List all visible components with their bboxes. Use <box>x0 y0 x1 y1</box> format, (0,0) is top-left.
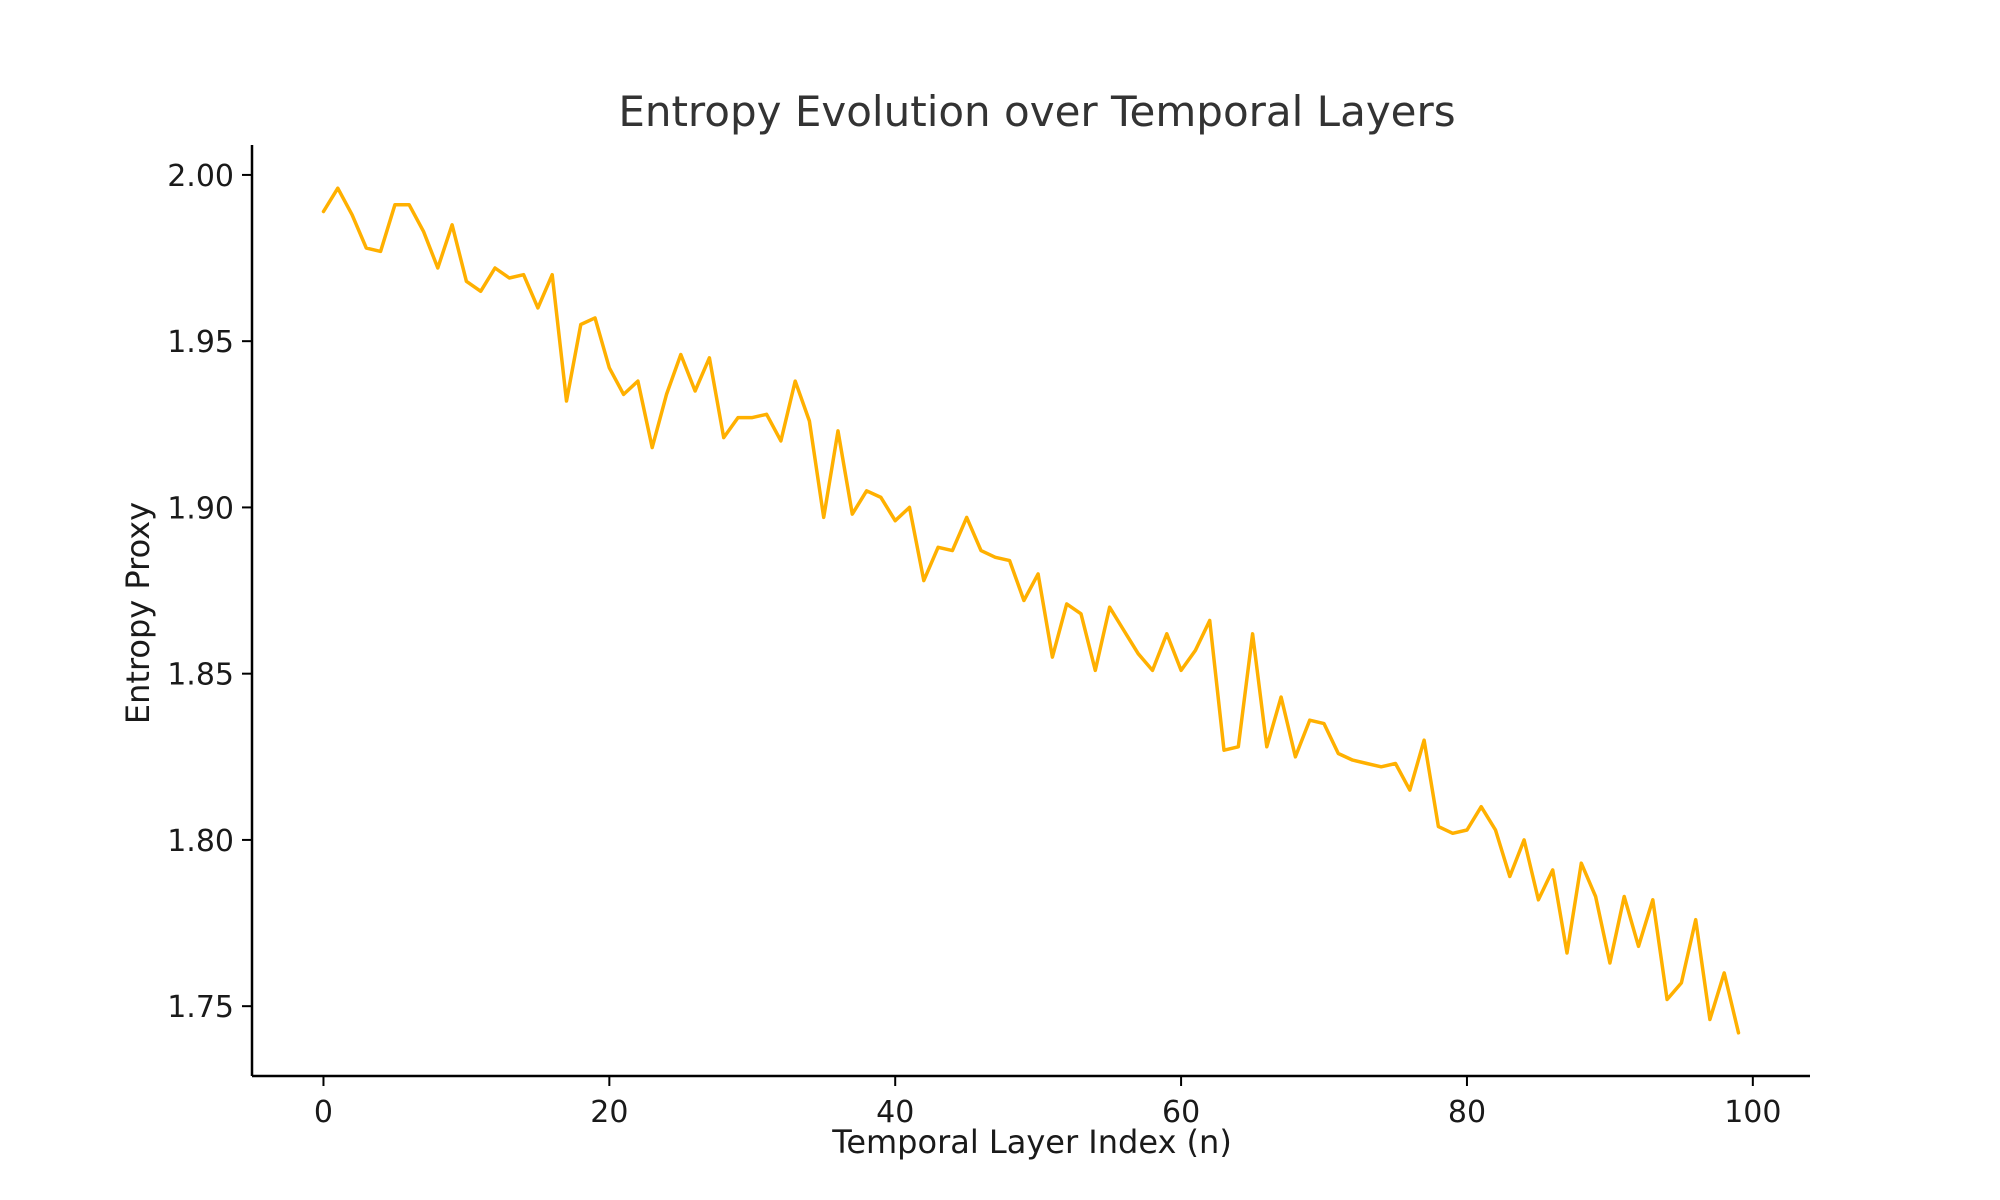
x-tick-label: 0 <box>314 1095 333 1130</box>
y-axis-label: Entropy Proxy <box>119 502 157 724</box>
x-tick-label: 60 <box>1162 1095 1200 1130</box>
y-tick-label: 2.00 <box>167 159 234 194</box>
y-tick-label: 1.95 <box>167 325 234 360</box>
y-tick-label: 1.75 <box>167 990 234 1025</box>
x-axis-label: Temporal Layer Index (n) <box>831 1123 1232 1161</box>
x-tick-label: 80 <box>1448 1095 1486 1130</box>
y-axis-ticks: 1.75 1.80 1.85 1.90 1.95 2.00 <box>167 159 252 1025</box>
y-tick-label: 1.80 <box>167 824 234 859</box>
x-tick-label: 100 <box>1724 1095 1781 1130</box>
x-tick-label: 40 <box>876 1095 914 1130</box>
chart-title: Entropy Evolution over Temporal Layers <box>618 87 1455 136</box>
x-axis-ticks: 0 20 40 60 80 100 <box>314 1076 1781 1130</box>
x-tick-label: 20 <box>590 1095 628 1130</box>
series-layer <box>321 186 1741 1035</box>
series-line <box>321 186 1741 1035</box>
y-tick-label: 1.85 <box>167 658 234 693</box>
y-tick-label: 1.90 <box>167 491 234 526</box>
